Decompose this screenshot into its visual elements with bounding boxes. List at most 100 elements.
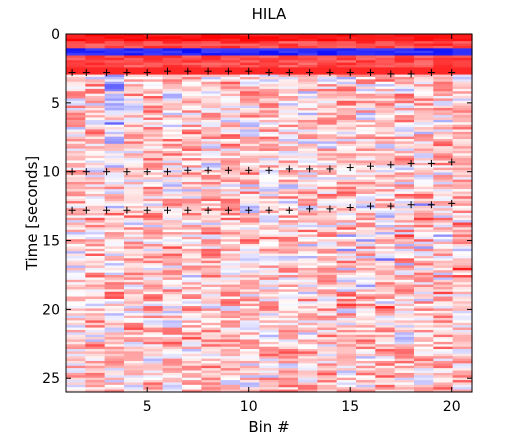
heatmap-cell [220, 286, 241, 290]
heatmap-cell [336, 65, 357, 69]
heatmap-cell [452, 88, 473, 92]
heatmap-cell [182, 191, 202, 195]
heatmap-cell [240, 57, 260, 61]
heatmap-cell [182, 155, 202, 159]
heatmap-cell [162, 229, 183, 233]
heatmap-cell [356, 76, 376, 80]
heatmap-cell [162, 360, 183, 364]
heatmap-cell [433, 306, 454, 310]
heatmap-cell [414, 227, 434, 231]
heatmap-cell [394, 384, 415, 388]
heatmap-cell [452, 234, 473, 238]
heatmap-cell [66, 215, 86, 219]
heatmap-cell [278, 41, 299, 45]
heatmap-cell [143, 141, 164, 145]
heatmap-cell [182, 213, 202, 216]
heatmap-cell [66, 239, 86, 243]
heatmap-cell [124, 368, 144, 372]
heatmap-cell [375, 146, 396, 150]
heatmap-cell [240, 303, 260, 307]
heatmap-cell [375, 136, 396, 140]
heatmap-cell [259, 301, 280, 305]
heatmap-cell [278, 258, 299, 262]
heatmap-cell [201, 62, 222, 66]
heatmap-cell [394, 203, 415, 207]
heatmap-cell [317, 272, 338, 276]
heatmap-cell [278, 79, 299, 83]
heatmap-cell [375, 148, 396, 152]
heatmap-cell [433, 88, 454, 92]
heatmap-cell [143, 146, 164, 150]
heatmap-cell [298, 148, 318, 152]
heatmap-cell [356, 136, 376, 140]
heatmap-cell [201, 41, 222, 45]
heatmap-cell [104, 181, 125, 185]
heatmap-cell [220, 136, 241, 140]
heatmap-cell [124, 129, 144, 133]
heatmap-cell [182, 81, 202, 85]
heatmap-cell [85, 127, 106, 131]
heatmap-cell [356, 167, 376, 171]
heatmap-cell [414, 74, 434, 78]
heatmap-cell [278, 234, 299, 238]
heatmap-cell [278, 275, 299, 279]
heatmap-cell [356, 349, 376, 353]
heatmap-cell [433, 349, 454, 353]
heatmap-cell [66, 208, 86, 212]
heatmap-cell [317, 236, 338, 240]
heatmap-cell [143, 55, 164, 59]
heatmap-cell [259, 158, 280, 162]
heatmap-cell [278, 334, 299, 338]
heatmap-cell [201, 74, 222, 78]
heatmap-cell [162, 81, 183, 85]
heatmap-cell [162, 162, 183, 166]
heatmap-cell [356, 384, 376, 388]
heatmap-cell [162, 88, 183, 92]
heatmap-cell [182, 234, 202, 238]
heatmap-cell [394, 241, 415, 245]
heatmap-cell [336, 86, 357, 90]
heatmap-cell [414, 232, 434, 236]
heatmap-cell [124, 224, 144, 228]
heatmap-cell [240, 222, 260, 226]
heatmap-cell [375, 360, 396, 364]
heatmap-cell [240, 239, 260, 243]
heatmap-cell [162, 203, 183, 207]
heatmap-cell [162, 179, 183, 183]
heatmap-cell [124, 327, 144, 331]
heatmap-cell [317, 131, 338, 135]
heatmap-cell [182, 239, 202, 243]
heatmap-cell [124, 282, 144, 286]
heatmap-cell [278, 294, 299, 298]
heatmap-cell [356, 332, 376, 336]
heatmap-cell [394, 205, 415, 209]
heatmap-cell [356, 158, 376, 162]
heatmap-cell [85, 162, 106, 166]
heatmap-cell [201, 38, 222, 42]
heatmap-cell [375, 84, 396, 88]
heatmap-cell [317, 356, 338, 360]
heatmap-cell [375, 220, 396, 224]
heatmap-cell [66, 217, 86, 221]
heatmap-cell [259, 327, 280, 331]
heatmap-cell [220, 244, 241, 248]
heatmap-cell [182, 272, 202, 276]
heatmap-cell [452, 93, 473, 97]
heatmap-cell [182, 289, 202, 293]
heatmap-cell [278, 153, 299, 157]
heatmap-cell [220, 93, 241, 97]
heatmap-cell [394, 181, 415, 185]
heatmap-cell [375, 258, 396, 262]
heatmap-cell [220, 55, 241, 59]
heatmap-cell [394, 86, 415, 90]
heatmap-cell [452, 100, 473, 104]
heatmap-cell [66, 65, 86, 69]
heatmap-cell [317, 384, 338, 388]
heatmap-cell [336, 265, 357, 269]
heatmap-cell [317, 189, 338, 193]
heatmap-cell [356, 210, 376, 214]
heatmap-cell [394, 353, 415, 357]
heatmap-cell [104, 103, 125, 107]
heatmap-cell [336, 253, 357, 257]
heatmap-cell [433, 110, 454, 114]
